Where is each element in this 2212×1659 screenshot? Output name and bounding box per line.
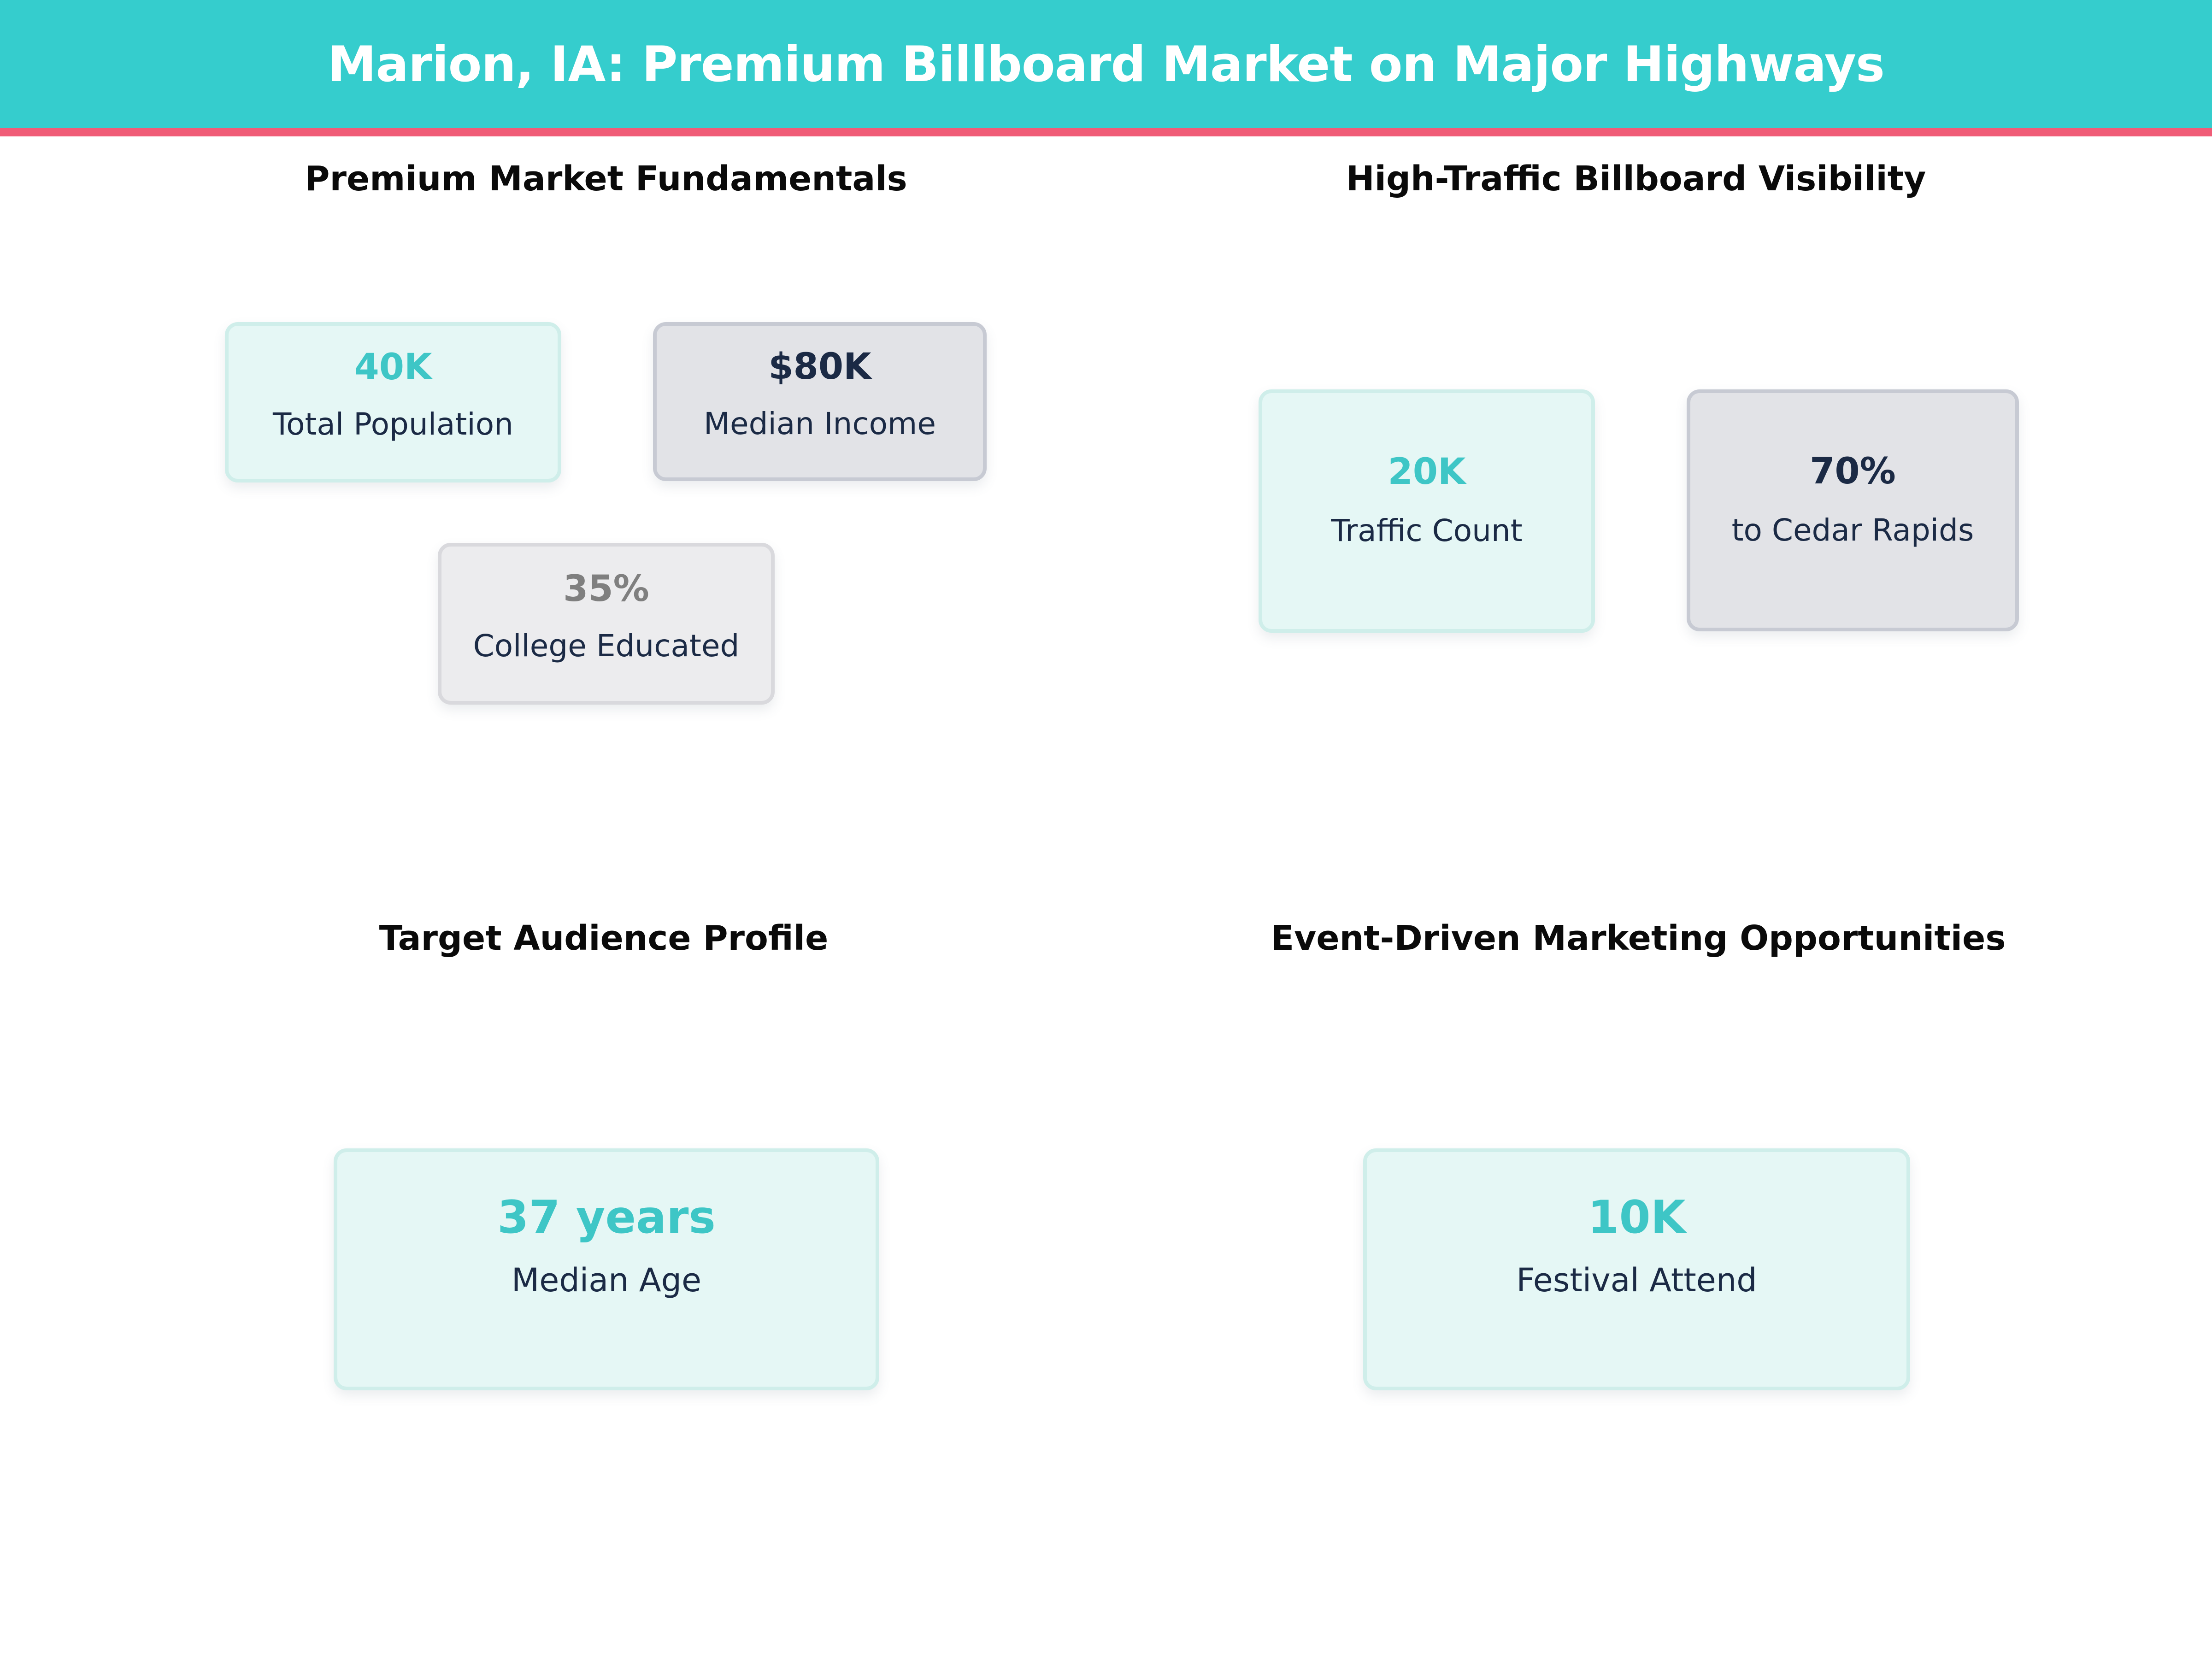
stat-card-median-age: 37 years Median Age — [334, 1148, 879, 1390]
stat-value-total-population: 40K — [354, 347, 432, 388]
stat-label-college-educated: College Educated — [473, 628, 740, 664]
stat-label-total-population: Total Population — [273, 406, 513, 442]
stat-card-traffic-count: 20K Traffic Count — [1259, 389, 1595, 633]
stat-label-to-cedar-rapids: to Cedar Rapids — [1731, 512, 1974, 548]
stat-value-median-age: 37 years — [497, 1191, 716, 1244]
page-title: Marion, IA: Premium Billboard Market on … — [327, 35, 1885, 93]
stat-card-median-income: $80K Median Income — [653, 322, 987, 481]
section-title-high-traffic-visibility: High-Traffic Billboard Visibility — [1346, 159, 1926, 199]
stat-value-traffic-count: 20K — [1388, 451, 1466, 493]
stat-label-median-income: Median Income — [704, 406, 936, 441]
header-bar: Marion, IA: Premium Billboard Market on … — [0, 0, 2212, 128]
stat-card-to-cedar-rapids: 70% to Cedar Rapids — [1687, 389, 2019, 631]
stat-value-festival-attend: 10K — [1588, 1191, 1686, 1244]
header-divider — [0, 128, 2212, 136]
stat-value-college-educated: 35% — [563, 568, 649, 610]
section-title-premium-market-fundamentals: Premium Market Fundamentals — [305, 159, 907, 199]
stat-value-median-income: $80K — [768, 346, 871, 388]
section-title-target-audience-profile: Target Audience Profile — [379, 918, 829, 958]
stat-card-festival-attend: 10K Festival Attend — [1363, 1148, 1910, 1390]
stat-label-median-age: Median Age — [511, 1261, 702, 1299]
stat-label-festival-attend: Festival Attend — [1516, 1261, 1757, 1299]
section-title-event-driven-marketing: Event-Driven Marketing Opportunities — [1271, 918, 2006, 958]
stat-card-college-educated: 35% College Educated — [438, 543, 775, 705]
stat-value-to-cedar-rapids: 70% — [1810, 450, 1896, 492]
stat-card-total-population: 40K Total Population — [225, 322, 561, 482]
stat-label-traffic-count: Traffic Count — [1331, 513, 1523, 548]
